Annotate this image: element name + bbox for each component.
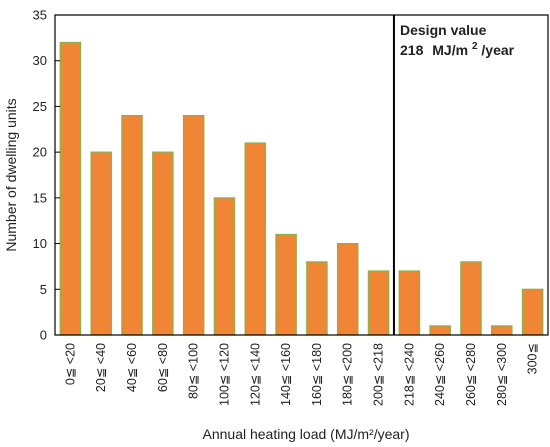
bar (152, 151, 174, 336)
x-tick-label: 218≦ <240 (402, 343, 416, 406)
x-tick-label: 280≦ <300 (495, 343, 509, 406)
x-tick-label: 180≦ <200 (341, 343, 355, 406)
x-tick-label: 60≦ <80 (156, 343, 170, 392)
x-tick-label: 120≦ <140 (248, 343, 262, 406)
bar (275, 233, 297, 336)
y-tick-label: 25 (33, 99, 47, 114)
y-tick-label: 10 (33, 236, 47, 251)
bar (367, 270, 390, 336)
bar (182, 114, 205, 336)
x-tick-label: 100≦ <120 (217, 343, 231, 406)
x-tick-label: 80≦ <100 (187, 343, 201, 399)
bar (90, 151, 112, 336)
x-tick-label: 0≦ <20 (63, 343, 77, 385)
bar (306, 261, 328, 336)
x-tick-label: 260≦ <280 (464, 343, 478, 406)
plot-frame (54, 14, 549, 336)
bar (213, 197, 236, 336)
design-value-annotation-value: 218 MJ/m 2 /year (400, 36, 515, 58)
y-tick-label: 0 (40, 328, 47, 343)
x-ticks-group: 0≦ <20 20≦ <40 40≦ <60 60≦ <80 80≦ <100 100≦ … (63, 343, 539, 406)
design-value-unit-sup: 2 (472, 41, 478, 52)
y-tick-label: 15 (33, 190, 47, 205)
y-tick-label: 35 (33, 8, 47, 23)
x-tick-label: 40≦ <60 (125, 343, 139, 392)
x-axis-label: Annual heating load (MJ/m²/year) (203, 426, 410, 442)
bar (491, 325, 513, 336)
y-tick-label: 5 (40, 282, 47, 297)
bar (429, 325, 451, 336)
y-tick-label: 30 (33, 53, 47, 68)
x-tick-label: 20≦ <40 (94, 343, 108, 392)
y-ticks-group: 0 5 10 15 20 25 30 35 (33, 8, 60, 343)
bar (121, 114, 143, 336)
bar (336, 242, 359, 336)
x-tick-label: 240≦ <260 (433, 343, 447, 406)
y-tick-label: 20 (33, 145, 47, 160)
x-tick-label: 200≦ <218 (372, 343, 386, 406)
bar (398, 270, 421, 336)
design-value-number: 218 (400, 42, 424, 58)
design-value-unit-prefix: MJ/m (432, 42, 468, 58)
design-value-annotation-title: Design value (400, 22, 487, 38)
y-axis-label: Number of dwelling units (3, 98, 19, 251)
bar (521, 288, 544, 336)
bar (244, 142, 267, 336)
bars-group (59, 41, 544, 336)
bar (59, 41, 82, 336)
x-tick-label: 160≦ <180 (310, 343, 324, 406)
x-tick-label: 300≦ (526, 343, 540, 374)
bar (460, 261, 482, 336)
x-tick-label: 140≦ <160 (279, 343, 293, 406)
design-value-unit-suffix: /year (481, 42, 514, 58)
